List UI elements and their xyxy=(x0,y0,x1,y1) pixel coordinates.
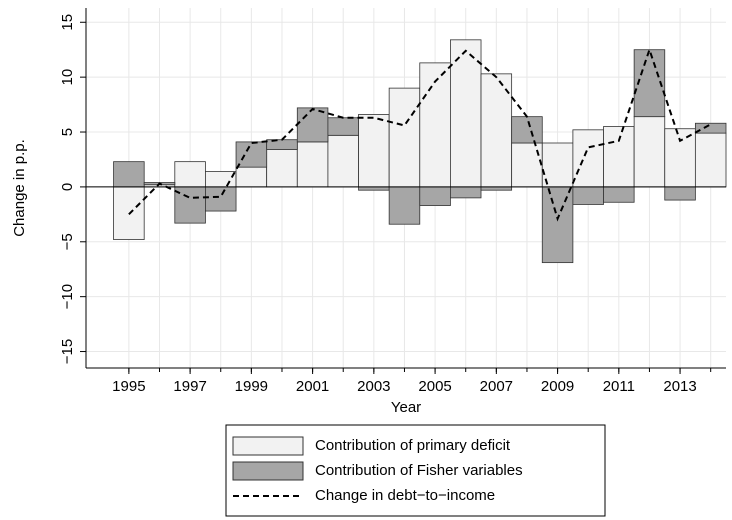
bar xyxy=(511,142,543,188)
x-axis-label: Year xyxy=(391,399,421,416)
bar xyxy=(327,134,359,188)
bar xyxy=(419,186,451,206)
legend-swatch xyxy=(232,436,304,456)
bar xyxy=(205,186,237,212)
bar xyxy=(603,126,635,188)
bar xyxy=(572,186,604,205)
x-tick-label: 2009 xyxy=(541,378,574,395)
bar xyxy=(174,161,206,188)
legend-label: Change in debt−to−income xyxy=(315,487,495,504)
bar xyxy=(664,186,696,201)
bar xyxy=(358,114,390,188)
y-tick-label: −5 xyxy=(59,233,76,250)
x-tick-label: 1995 xyxy=(112,378,145,395)
bar xyxy=(664,128,696,188)
x-tick-label: 2005 xyxy=(418,378,451,395)
bar xyxy=(296,141,329,188)
bar xyxy=(572,129,604,188)
bar xyxy=(235,166,268,188)
y-axis-label: Change in p.p. xyxy=(11,139,28,237)
bar xyxy=(388,87,421,188)
x-tick-label: 2003 xyxy=(357,378,390,395)
bar xyxy=(235,141,268,168)
bar xyxy=(205,171,237,188)
bar xyxy=(388,186,421,225)
x-tick-label: 1999 xyxy=(235,378,268,395)
x-tick-label: 2007 xyxy=(480,378,513,395)
legend-swatch xyxy=(232,461,304,481)
line xyxy=(128,46,712,222)
y-tick-label: −15 xyxy=(59,339,76,364)
bar xyxy=(450,39,482,188)
y-tick-label: 15 xyxy=(59,14,76,31)
bar xyxy=(266,139,298,150)
y-tick-label: 0 xyxy=(59,183,76,191)
bar xyxy=(296,107,329,143)
x-tick-label: 1997 xyxy=(173,378,206,395)
legend-label: Contribution of primary deficit xyxy=(315,437,511,454)
legend-label: Contribution of Fisher variables xyxy=(315,462,523,479)
bar xyxy=(450,186,482,199)
bar xyxy=(266,149,298,188)
bar xyxy=(694,132,727,188)
y-tick-label: 10 xyxy=(59,69,76,86)
y-tick-label: −10 xyxy=(59,284,76,309)
bar xyxy=(113,161,145,188)
bar xyxy=(694,122,727,134)
x-tick-label: 2001 xyxy=(296,378,329,395)
bar xyxy=(633,116,666,188)
bar xyxy=(511,116,543,144)
bar xyxy=(541,186,574,264)
y-tick-label: 5 xyxy=(59,128,76,136)
bar xyxy=(603,186,635,203)
bar xyxy=(327,117,359,136)
x-tick-label: 2013 xyxy=(663,378,696,395)
x-tick-label: 2011 xyxy=(603,378,635,395)
